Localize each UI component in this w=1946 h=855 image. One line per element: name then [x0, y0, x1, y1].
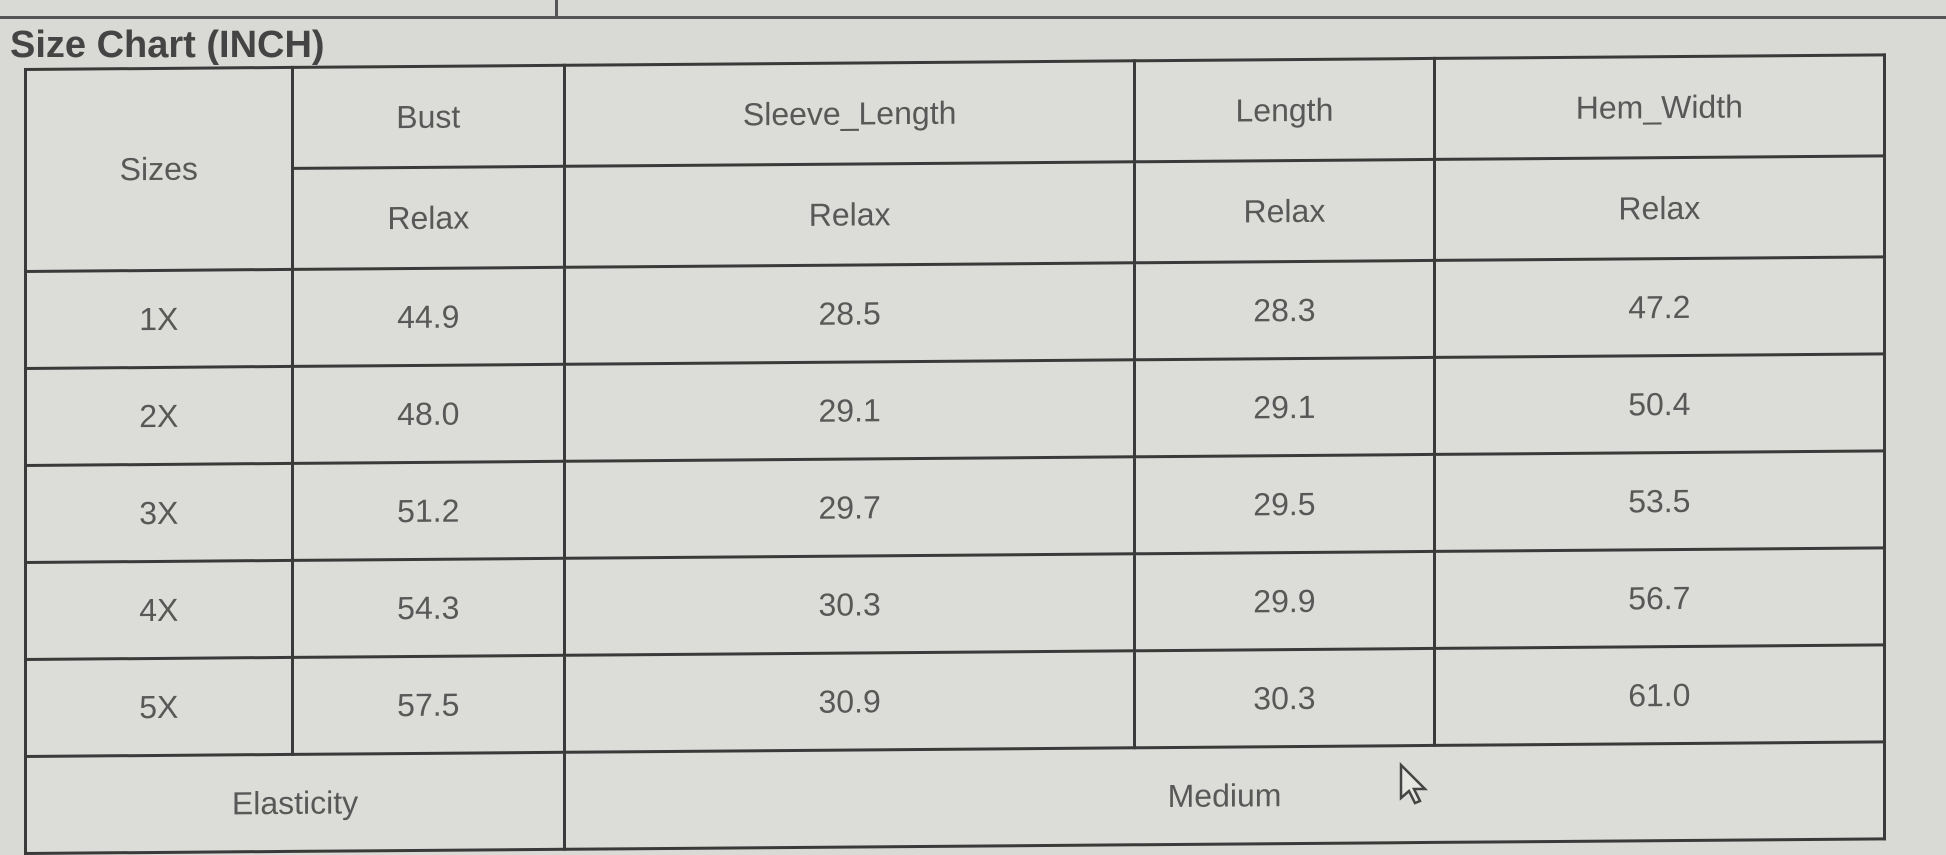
mouse-pointer-icon: [1398, 761, 1432, 811]
value-cell: 29.5: [1134, 454, 1435, 554]
value-cell: 50.4: [1434, 353, 1885, 455]
size-cell: 5X: [25, 657, 293, 757]
header-length: Length: [1134, 58, 1435, 162]
value-cell: 54.3: [292, 558, 565, 658]
size-cell: 1X: [25, 269, 293, 369]
value-cell: 47.2: [1434, 256, 1885, 358]
table-row: 4X 54.3 30.3 29.9 56.7: [25, 547, 1885, 660]
size-cell: 3X: [25, 463, 293, 563]
value-cell: 53.5: [1434, 450, 1885, 552]
table-row: 5X 57.5 30.9 30.3 61.0: [25, 644, 1885, 757]
value-cell: 51.2: [292, 461, 565, 561]
subheader-cell: Relax: [564, 161, 1135, 268]
value-cell: 28.5: [564, 262, 1135, 365]
value-cell: 48.0: [292, 364, 565, 464]
value-cell: 30.9: [564, 650, 1135, 753]
value-cell: 61.0: [1434, 644, 1885, 746]
value-cell: 29.9: [1134, 551, 1435, 651]
size-chart-table: Sizes Bust Sleeve_Length Length Hem_Widt…: [24, 53, 1886, 855]
header-bust: Bust: [292, 65, 565, 169]
size-cell: 4X: [25, 560, 293, 660]
value-cell: 29.1: [564, 359, 1135, 462]
value-cell: 29.7: [564, 456, 1135, 559]
header-sleeve-length: Sleeve_Length: [564, 60, 1135, 167]
value-cell: 30.3: [564, 553, 1135, 656]
value-cell: 56.7: [1434, 547, 1885, 649]
size-cell: 2X: [25, 366, 293, 466]
divider: [555, 0, 558, 16]
table-row: 1X 44.9 28.5 28.3 47.2: [25, 256, 1885, 369]
header-row: Sizes Bust Sleeve_Length Length Hem_Widt…: [25, 54, 1885, 272]
elasticity-label: Elasticity: [25, 752, 565, 854]
subheader-row: Relax Relax Relax Relax: [26, 155, 1885, 272]
subheader-cell: Relax: [292, 166, 565, 270]
table-row: 2X 48.0 29.1 29.1 50.4: [25, 353, 1885, 466]
subheader-cell: Relax: [1434, 155, 1885, 261]
subheader-cell: Relax: [1134, 159, 1435, 263]
elasticity-row: Elasticity Medium: [25, 741, 1885, 854]
header-sizes: Sizes: [25, 67, 293, 272]
value-cell: 29.1: [1134, 357, 1435, 457]
value-cell: 57.5: [292, 655, 565, 755]
page-title: Size Chart (INCH): [10, 24, 325, 66]
value-cell: 30.3: [1134, 648, 1435, 748]
value-cell: 28.3: [1134, 260, 1435, 360]
header-hem-width: Hem_Width: [1434, 54, 1885, 160]
top-border: [0, 0, 1946, 19]
value-cell: 44.9: [292, 267, 565, 367]
table-row: 3X 51.2 29.7 29.5 53.5: [25, 450, 1885, 563]
elasticity-value: Medium: [564, 741, 1885, 850]
